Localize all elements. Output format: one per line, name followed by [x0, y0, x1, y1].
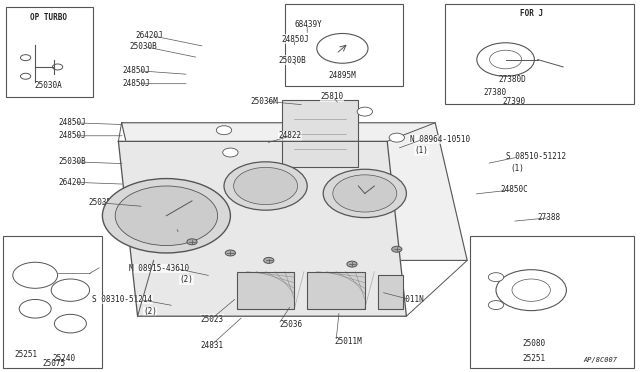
Circle shape [488, 273, 504, 282]
Text: 24850J: 24850J [59, 131, 86, 140]
Text: 27380D: 27380D [498, 75, 526, 84]
Text: 24840: 24840 [163, 222, 186, 231]
Circle shape [115, 186, 218, 246]
Circle shape [234, 167, 298, 205]
Text: 24850J: 24850J [59, 118, 86, 127]
Text: 25036M: 25036M [251, 97, 278, 106]
Circle shape [496, 270, 566, 311]
Text: OP TURBO: OP TURBO [29, 13, 67, 22]
Circle shape [224, 162, 307, 210]
Circle shape [357, 107, 372, 116]
Circle shape [392, 246, 402, 252]
Text: 24850C: 24850C [500, 185, 528, 194]
Text: 25080: 25080 [523, 339, 546, 348]
Text: 27380: 27380 [483, 88, 506, 97]
Circle shape [19, 299, 51, 318]
Text: 24895M: 24895M [328, 71, 356, 80]
Text: 25251: 25251 [523, 354, 546, 363]
Circle shape [102, 179, 230, 253]
Text: (2): (2) [179, 275, 193, 284]
Text: 24850J: 24850J [123, 79, 150, 88]
Text: 24850J: 24850J [123, 66, 150, 75]
Text: FOR J: FOR J [520, 9, 543, 18]
Text: M 08915-43610: M 08915-43610 [129, 264, 189, 273]
Bar [285, 4, 403, 86]
Text: 24850J: 24850J [282, 35, 309, 44]
Circle shape [187, 239, 197, 245]
Text: 25023: 25023 [201, 315, 224, 324]
Bar [282, 100, 358, 167]
Text: 68439Y: 68439Y [294, 20, 322, 29]
Text: 24831: 24831 [201, 341, 224, 350]
Circle shape [52, 64, 63, 70]
Text: N 08964-10510: N 08964-10510 [410, 135, 470, 144]
Bar [307, 272, 365, 309]
Bar [6, 7, 93, 97]
Text: 25030B: 25030B [59, 157, 86, 166]
Bar [378, 275, 403, 309]
Text: 27390: 27390 [502, 97, 525, 106]
Text: 27388: 27388 [538, 213, 561, 222]
Polygon shape [118, 141, 406, 316]
Circle shape [347, 261, 357, 267]
Text: 25075: 25075 [43, 359, 66, 368]
Text: 25240: 25240 [52, 354, 76, 363]
Circle shape [20, 73, 31, 79]
Circle shape [216, 126, 232, 135]
Bar [237, 272, 294, 309]
Bar [3, 236, 102, 368]
Text: 25011M: 25011M [335, 337, 363, 346]
Bar [445, 4, 634, 104]
Text: 26420J: 26420J [136, 31, 163, 40]
Text: 25810: 25810 [320, 92, 343, 101]
Text: 26420J: 26420J [59, 178, 86, 187]
Circle shape [389, 133, 404, 142]
Text: (2): (2) [143, 307, 157, 316]
Text: S 08510-51212: S 08510-51212 [506, 153, 566, 161]
Circle shape [20, 55, 31, 61]
Circle shape [317, 33, 368, 63]
Circle shape [323, 169, 406, 218]
Text: S 08310-51214: S 08310-51214 [92, 295, 152, 304]
Text: 25035: 25035 [89, 198, 112, 207]
Circle shape [225, 250, 236, 256]
Circle shape [223, 148, 238, 157]
Bar [470, 236, 634, 368]
Circle shape [54, 314, 86, 333]
Circle shape [51, 279, 90, 301]
Text: 25011N: 25011N [397, 295, 424, 304]
Polygon shape [122, 123, 467, 260]
Text: 24822: 24822 [278, 131, 301, 140]
Text: 25030B: 25030B [278, 56, 306, 65]
Circle shape [333, 175, 397, 212]
Text: (1): (1) [511, 164, 525, 173]
Circle shape [488, 301, 504, 310]
Text: 25030B: 25030B [129, 42, 157, 51]
Text: AP/8C007: AP/8C007 [584, 357, 618, 363]
Circle shape [13, 262, 58, 288]
Text: 25036: 25036 [280, 320, 303, 329]
Text: 25251: 25251 [14, 350, 37, 359]
Text: (1): (1) [415, 146, 429, 155]
Circle shape [477, 43, 534, 76]
Text: 25030A: 25030A [34, 81, 62, 90]
Circle shape [264, 257, 274, 263]
